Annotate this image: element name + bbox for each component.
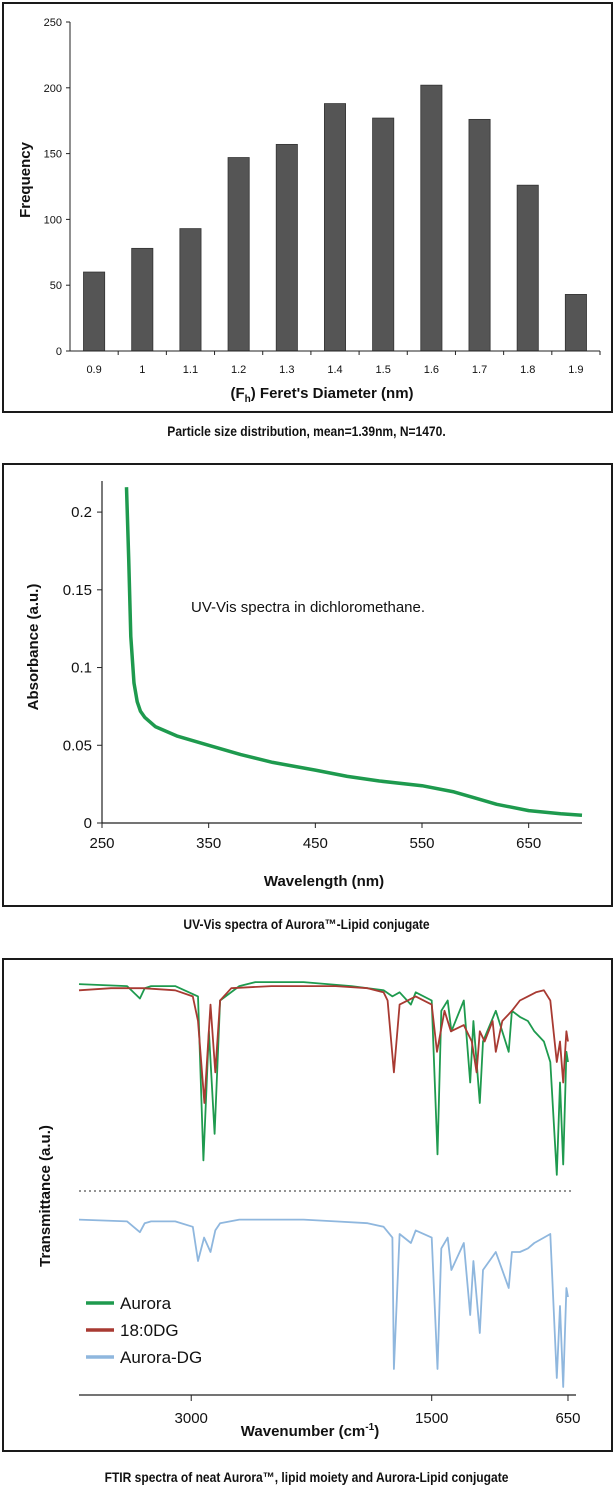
y-tick-label: 250 bbox=[44, 17, 62, 29]
bar bbox=[468, 118, 491, 352]
x-tick-label: 1.7 bbox=[472, 364, 487, 376]
y-tick-label: 200 bbox=[44, 83, 62, 95]
bar bbox=[372, 117, 395, 352]
spectrum-line bbox=[78, 1218, 569, 1388]
x-ticks: 3000 1500 650 bbox=[175, 1395, 580, 1427]
bar bbox=[323, 103, 346, 352]
x-tick-label: 1.9 bbox=[568, 364, 583, 376]
bar bbox=[131, 247, 154, 352]
ftir-panel: 3000 1500 650 Aurora 18:0DG Aurora-DG Transm… bbox=[2, 958, 613, 1452]
x-tick-label: 1.4 bbox=[327, 364, 342, 376]
x-tick-label: 1.8 bbox=[520, 364, 535, 376]
spectra bbox=[78, 981, 569, 1388]
x-tick-label: 1.6 bbox=[424, 364, 439, 376]
legend: Aurora 18:0DG Aurora-DG bbox=[86, 1294, 202, 1367]
uvvis-caption: UV-Vis spectra of Aurora™-Lipid conjugat… bbox=[183, 916, 430, 932]
x-tick-label: 1 bbox=[139, 364, 145, 376]
x-tick-label: 1.3 bbox=[279, 364, 294, 376]
bar bbox=[83, 271, 106, 352]
x-tick-label: 450 bbox=[303, 835, 328, 852]
bar bbox=[227, 157, 250, 352]
histogram-chart: 0 50 100 150 200 250 0.9 1 1.1 1.2 1.3 1.4 1.5 1.6 1.… bbox=[17, 17, 601, 405]
bars bbox=[83, 84, 587, 352]
spectrum-line bbox=[78, 985, 569, 1104]
x-axis-label: (Fh) Feret's Diameter (nm) bbox=[230, 385, 413, 405]
x-tick-label: 3000 bbox=[175, 1410, 208, 1427]
y-tick-label: 150 bbox=[44, 149, 62, 161]
absorbance-line bbox=[124, 487, 583, 817]
y-tick-label: 100 bbox=[44, 214, 62, 226]
x-tick-label: 550 bbox=[409, 835, 434, 852]
x-tick-label: 1500 bbox=[415, 1410, 448, 1427]
y-ticks: 0 0.05 0.1 0.15 0.2 bbox=[63, 504, 102, 832]
uvvis-chart: 0 0.05 0.1 0.15 0.2 250 350 450 550 650 UV-Vis s… bbox=[25, 481, 583, 890]
bar bbox=[564, 294, 587, 352]
x-axis-label: Wavelength (nm) bbox=[264, 873, 384, 890]
bar bbox=[275, 143, 298, 352]
x-tick-label: 650 bbox=[555, 1410, 580, 1427]
x-axis-label: Wavenumber (cm-1) bbox=[241, 1422, 379, 1440]
x-tick-label: 1.1 bbox=[183, 364, 198, 376]
spectrum-line bbox=[78, 981, 569, 1176]
legend-entry: Aurora bbox=[120, 1294, 172, 1313]
histogram-panel: 0 50 100 150 200 250 0.9 1 1.1 1.2 1.3 1.4 1.5 1.6 1.… bbox=[2, 2, 613, 413]
y-tick-label: 0.15 bbox=[63, 582, 92, 599]
y-tick-label: 0.1 bbox=[71, 660, 92, 677]
x-tick-label: 650 bbox=[516, 835, 541, 852]
y-tick-label: 0 bbox=[56, 346, 62, 358]
x-tick-label: 1.5 bbox=[376, 364, 391, 376]
y-tick-label: 0.2 bbox=[71, 504, 92, 521]
x-ticks: 250 350 450 550 650 bbox=[89, 823, 541, 852]
histogram-caption: Particle size distribution, mean=1.39nm,… bbox=[167, 423, 446, 439]
x-tick-label: 0.9 bbox=[86, 364, 101, 376]
y-tick-label: 0.05 bbox=[63, 737, 92, 754]
y-axis-label: Frequency bbox=[17, 141, 34, 218]
ftir-chart: 3000 1500 650 Aurora 18:0DG Aurora-DG Transm… bbox=[37, 981, 580, 1440]
x-ticks: 0.9 1 1.1 1.2 1.3 1.4 1.5 1.6 1.7 1.8 1.9 bbox=[86, 351, 601, 376]
uvvis-panel: 0 0.05 0.1 0.15 0.2 250 350 450 550 650 UV-Vis s… bbox=[2, 463, 613, 907]
y-tick-label: 0 bbox=[84, 815, 92, 832]
legend-entry: 18:0DG bbox=[120, 1321, 179, 1340]
y-axis-label: Absorbance (a.u.) bbox=[25, 584, 42, 711]
legend-entry: Aurora-DG bbox=[120, 1348, 202, 1367]
x-tick-label: 250 bbox=[89, 835, 114, 852]
y-ticks: 0 50 100 150 200 250 bbox=[44, 17, 70, 358]
x-tick-label: 350 bbox=[196, 835, 221, 852]
bar bbox=[516, 184, 539, 352]
bar bbox=[179, 228, 202, 352]
y-axis-label: Transmittance (a.u.) bbox=[37, 1125, 54, 1267]
y-tick-label: 50 bbox=[50, 280, 62, 292]
ftir-caption: FTIR spectra of neat Aurora™, lipid moie… bbox=[104, 1469, 509, 1485]
chart-annotation: UV-Vis spectra in dichloromethane. bbox=[191, 599, 425, 616]
bar bbox=[420, 84, 443, 352]
x-tick-label: 1.2 bbox=[231, 364, 246, 376]
